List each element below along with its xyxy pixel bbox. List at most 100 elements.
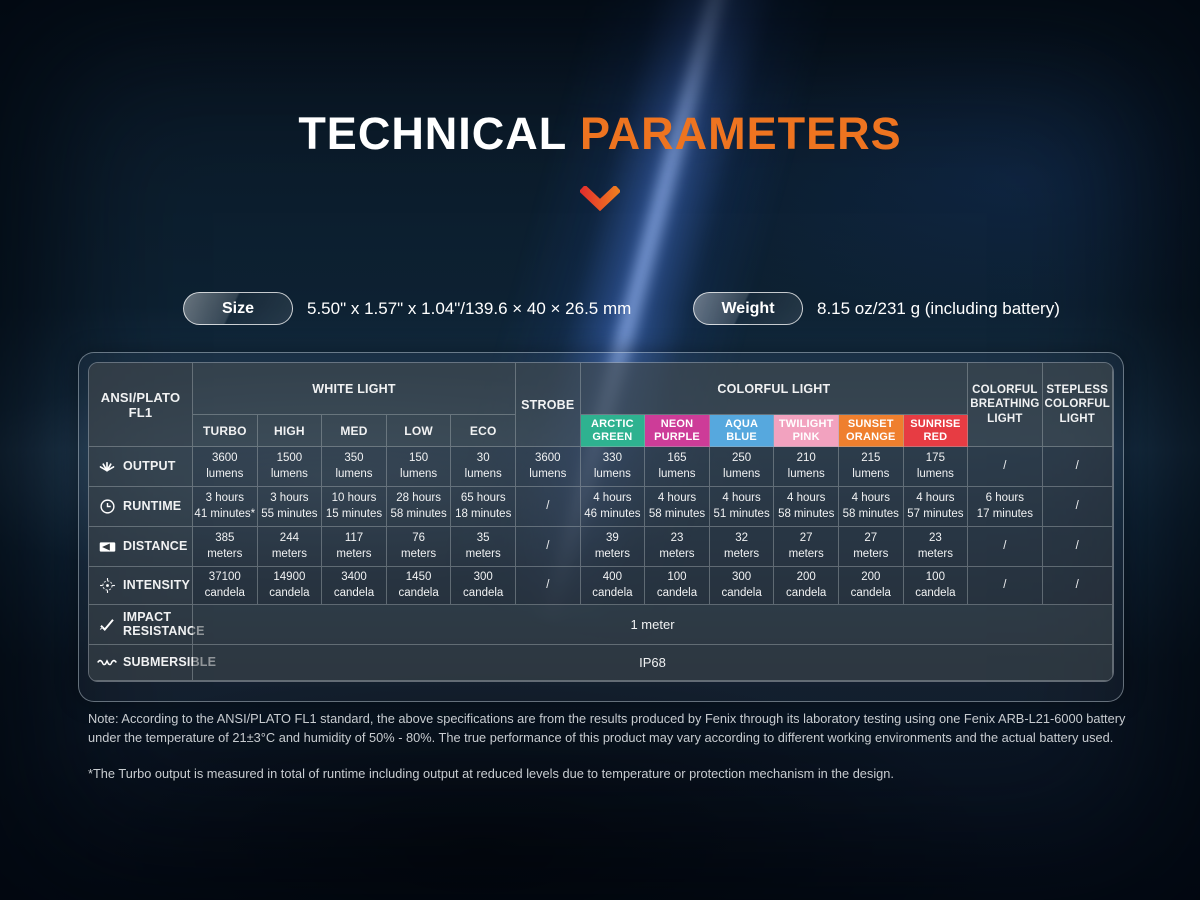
size-value: 5.50" x 1.57" x 1.04"/139.6 × 40 × 26.5 … [307, 298, 632, 318]
table-cell: 244 meters [257, 527, 323, 567]
table-cell: 27 meters [774, 527, 839, 567]
table-cell: 117 meters [322, 527, 387, 567]
table-cell: 4 hours 46 minutes [580, 487, 646, 527]
table-cell: 250 lumens [709, 447, 775, 487]
distance-icon [96, 540, 118, 554]
table-cell: 3 hours 55 minutes [257, 487, 323, 527]
table-cell: 165 lumens [645, 447, 710, 487]
table-cell: 150 lumens [386, 447, 452, 487]
mode-high: HIGH [257, 415, 323, 447]
spec-table: ANSI/PLATO FL1 WHITE LIGHT STROBE COLORF… [88, 362, 1114, 682]
weight-value: 8.15 oz/231 g (including battery) [817, 298, 1060, 318]
table-cell: 215 lumens [839, 447, 904, 487]
table-cell: 300 candela [451, 567, 516, 605]
table-cell: 300 candela [709, 567, 775, 605]
table-cell: 175 lumens [903, 447, 969, 487]
color-aqua-blue: AQUA BLUE [709, 415, 775, 447]
row-label-impact-resistance: IMPACT RESISTANCE [89, 605, 204, 645]
table-cell: 39 meters [580, 527, 646, 567]
table-cell: 330 lumens [580, 447, 646, 487]
table-cell: 4 hours 58 minutes [839, 487, 904, 527]
intensity-icon [96, 577, 118, 594]
row-label-intensity: INTENSITY [89, 567, 193, 605]
color-sunset-orange: SUNSET ORANGE [839, 415, 904, 447]
table-cell: 100 candela [645, 567, 710, 605]
row-label-distance: DISTANCE [89, 527, 193, 567]
table-cell: / [516, 487, 581, 527]
table-cell: 4 hours 58 minutes [774, 487, 839, 527]
color-neon-purple: NEON PURPLE [645, 415, 710, 447]
table-cell: 23 meters [645, 527, 710, 567]
table-cell: / [516, 527, 581, 567]
color-arctic-green: ARCTIC GREEN [580, 415, 646, 447]
table-cell: 28 hours 58 minutes [386, 487, 452, 527]
color-twilight-pink: TWILIGHT PINK [774, 415, 839, 447]
row-label-submersible: SUBMERSIBLE [89, 645, 216, 681]
table-cell: 4 hours 58 minutes [645, 487, 710, 527]
note-main: Note: According to the ANSI/PLATO FL1 st… [88, 711, 1126, 745]
table-cell: 385 meters [193, 527, 258, 567]
table-cell: 100 candela [903, 567, 969, 605]
table-cell: 6 hours 17 minutes [968, 487, 1043, 527]
table-cell: 30 lumens [451, 447, 516, 487]
table-cell: / [1042, 567, 1113, 605]
mode-low: LOW [386, 415, 452, 447]
weight-pill: Weight [693, 292, 803, 325]
mode-med: MED [322, 415, 387, 447]
table-cell: 65 hours 18 minutes [451, 487, 516, 527]
mode-eco: ECO [451, 415, 516, 447]
table-cell: 4 hours 51 minutes [709, 487, 775, 527]
table-cell: 35 meters [451, 527, 516, 567]
table-cell: 3600 lumens [516, 447, 581, 487]
note-turbo: *The Turbo output is measured in total o… [88, 766, 894, 782]
table-cell: / [516, 567, 581, 605]
colorful-breathing-header: COLORFUL BREATHING LIGHT [968, 363, 1043, 447]
table-cell: 76 meters [386, 527, 452, 567]
page-title: TECHNICAL PARAMETERS [0, 108, 1200, 160]
table-corner-label: ANSI/PLATO FL1 [89, 363, 193, 447]
stepless-colorful-header: STEPLESS COLORFUL LIGHT [1042, 363, 1113, 447]
output-icon [96, 459, 118, 474]
mode-turbo: TURBO [193, 415, 258, 447]
weight-spec: Weight 8.15 oz/231 g (including battery) [693, 292, 1060, 325]
runtime-icon [96, 498, 118, 515]
impact-resistance-icon [96, 617, 118, 633]
table-cell: / [968, 447, 1043, 487]
submersible-value: IP68 [193, 645, 1113, 681]
table-cell: 10 hours 15 minutes [322, 487, 387, 527]
row-label-output: OUTPUT [89, 447, 193, 487]
size-pill: Size [183, 292, 293, 325]
table-cell: 200 candela [839, 567, 904, 605]
table-cell: 210 lumens [774, 447, 839, 487]
chevron-down-icon [578, 184, 622, 216]
table-cell: / [968, 567, 1043, 605]
color-sunrise-red: SUNRISE RED [903, 415, 969, 447]
table-cell: 3600 lumens [193, 447, 258, 487]
table-cell: 32 meters [709, 527, 775, 567]
footnotes: Note: According to the ANSI/PLATO FL1 st… [88, 710, 1128, 802]
title-accent: PARAMETERS [580, 108, 902, 159]
table-cell: / [1042, 447, 1113, 487]
impact-resistance-value: 1 meter [193, 605, 1113, 645]
table-cell: 1450 candela [386, 567, 452, 605]
strobe-header: STROBE [516, 363, 581, 447]
white-light-header: WHITE LIGHT [193, 363, 516, 415]
table-cell: 4 hours 57 minutes [903, 487, 969, 527]
title-white: TECHNICAL [298, 108, 567, 159]
colorful-light-header: COLORFUL LIGHT [580, 363, 969, 415]
table-cell: 14900 candela [257, 567, 323, 605]
table-cell: / [968, 527, 1043, 567]
table-cell: / [1042, 487, 1113, 527]
table-cell: 23 meters [903, 527, 969, 567]
table-cell: 37100 candela [193, 567, 258, 605]
spec-panel: ANSI/PLATO FL1 WHITE LIGHT STROBE COLORF… [78, 352, 1124, 702]
table-cell: 350 lumens [322, 447, 387, 487]
table-cell: 27 meters [839, 527, 904, 567]
table-cell: / [1042, 527, 1113, 567]
table-cell: 3 hours 41 minutes* [193, 487, 258, 527]
table-cell: 200 candela [774, 567, 839, 605]
row-label-runtime: RUNTIME [89, 487, 193, 527]
table-cell: 1500 lumens [257, 447, 323, 487]
table-cell: 400 candela [580, 567, 646, 605]
table-cell: 3400 candela [322, 567, 387, 605]
